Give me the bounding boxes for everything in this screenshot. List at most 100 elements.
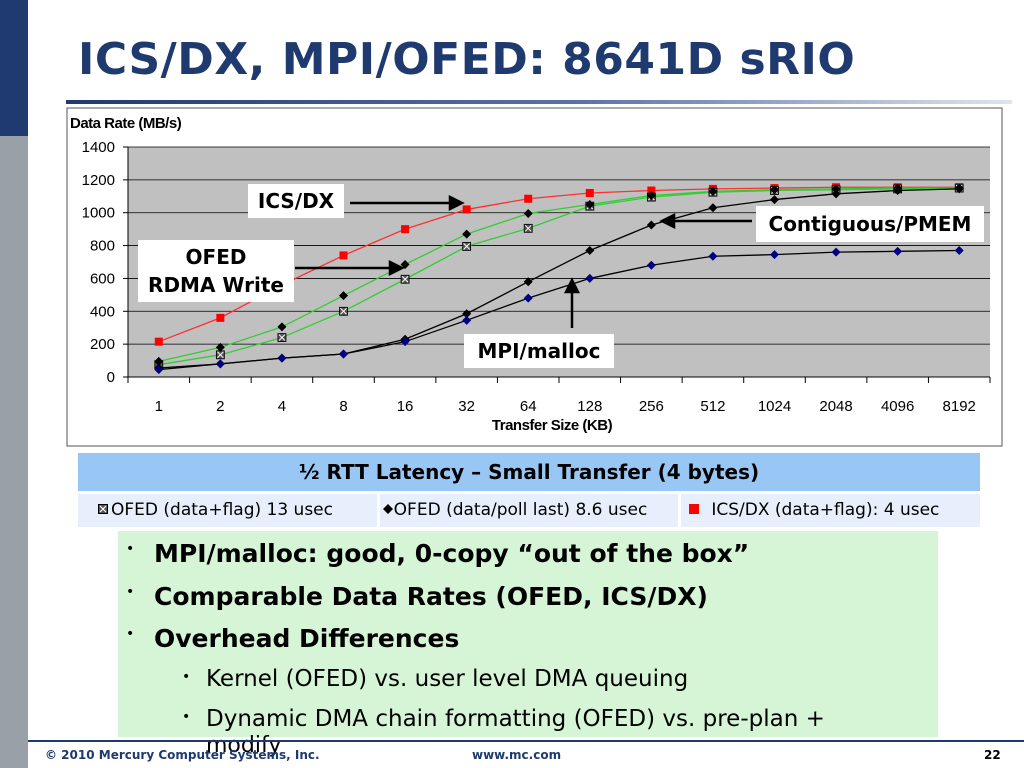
data-point: [154, 365, 164, 375]
data-point: [339, 349, 348, 359]
x-tick-label: 32: [458, 398, 475, 415]
data-point: [646, 190, 656, 200]
data-point: [523, 223, 533, 233]
y-tick-label: 200: [90, 336, 115, 353]
data-point: [339, 306, 348, 316]
y-tick-label: 0: [107, 369, 115, 386]
diamond-marker-icon: [382, 504, 393, 514]
footer-rule: [28, 740, 1024, 742]
bullet-level1: Overhead Differences: [154, 624, 460, 653]
data-point: [708, 203, 718, 213]
callout-ofed-line1: OFED: [185, 245, 247, 269]
x-tick-label: 512: [700, 398, 725, 415]
data-point: [893, 246, 903, 256]
marker-x: [401, 275, 409, 283]
data-point: [523, 293, 533, 303]
data-point: [646, 260, 656, 270]
data-point: [585, 273, 595, 283]
bullet-dot: •: [182, 709, 191, 725]
latency-label: OFED (data+flag) 13 usec: [111, 500, 333, 520]
sidebar-accent-top: [0, 0, 28, 136]
data-point: [154, 337, 163, 346]
data-point: [647, 186, 656, 195]
series-line: [158, 187, 960, 363]
bullet-level2: Kernel (OFED) vs. user level DMA queuing: [206, 666, 689, 692]
data-point: [277, 322, 287, 332]
x-tick-label: 128: [577, 398, 602, 415]
x-tick-label: 8: [339, 398, 347, 415]
x-tick-label: 4096: [881, 398, 914, 415]
bullet-level2: Dynamic DMA chain formatting (OFED) vs. …: [206, 706, 825, 732]
data-point: [339, 291, 348, 301]
bullet-dot: •: [126, 626, 135, 642]
marker-x: [278, 334, 286, 341]
data-point: [831, 189, 841, 199]
data-point: [770, 250, 779, 260]
data-point: [523, 277, 533, 287]
square-x-marker-icon: [98, 504, 108, 514]
x-tick-label: 16: [397, 398, 414, 415]
contig-arrowhead: [659, 212, 676, 230]
marker-x: [524, 224, 532, 232]
data-point: [400, 274, 410, 284]
callout-mpi: MPI/malloc: [464, 334, 614, 368]
series-line: [158, 249, 960, 371]
x-tick-label: 256: [639, 398, 664, 415]
data-point: [646, 220, 656, 230]
bullet-level1: Comparable Data Rates (OFED, ICS/DX): [154, 582, 708, 611]
y-tick-label: 1400: [82, 139, 115, 156]
data-point: [215, 342, 225, 352]
bullet-level2-continued: modify: [206, 733, 282, 758]
y-tick-labels: 0 200 400 600 800 1000 1200 1400: [82, 139, 115, 386]
data-point: [462, 309, 472, 319]
data-point: [462, 241, 472, 251]
x-tick-label: 8192: [943, 398, 976, 415]
data-point: [585, 189, 594, 197]
x-tick-marks: [127, 377, 991, 383]
latency-cell-icsdx: ICS/DX (data+flag): 4 usec: [681, 494, 981, 527]
data-point: [215, 359, 225, 369]
latency-cell-ofed-poll: OFED (data/poll last) 8.6 usec: [379, 494, 679, 527]
marker-x: [217, 351, 224, 359]
data-point: [400, 337, 410, 347]
bullet-level1: MPI/malloc: good, 0-copy “out of the box…: [154, 539, 750, 568]
data-point: [277, 353, 287, 363]
footer-url: www.mc.com: [472, 748, 562, 762]
data-point: [770, 185, 779, 195]
y-tick-label: 1000: [82, 205, 115, 222]
data-point: [585, 200, 595, 209]
series-line: [158, 187, 960, 366]
y-axis-label: Data Rate (MB/s): [70, 115, 182, 132]
data-point: [954, 246, 964, 255]
data-point: [277, 333, 287, 342]
data-point: [708, 251, 718, 261]
y-tick-label: 400: [90, 303, 115, 320]
data-point: [215, 350, 225, 360]
callout-ofed: OFED RDMA Write: [138, 240, 294, 302]
callout-arrows: [295, 194, 752, 328]
data-point: [770, 195, 779, 205]
x-tick-label: 1024: [758, 398, 791, 415]
data-point: [462, 205, 471, 214]
y-tick-label: 800: [90, 238, 115, 255]
data-point: [831, 247, 841, 257]
latency-cell-ofed-flag: OFED (data+flag) 13 usec: [78, 494, 377, 527]
x-tick-label: 2048: [819, 398, 852, 415]
data-point: [831, 184, 841, 194]
data-point: [401, 225, 410, 234]
x-tick-label: 64: [520, 398, 537, 415]
icsdx-arrowhead: [448, 194, 465, 212]
slide-title: ICS/DX, MPI/OFED: 8641D sRIO: [78, 34, 856, 85]
red-square-marker-icon: [689, 504, 700, 514]
bullet-dot: •: [126, 541, 135, 557]
x-tick-label: 1: [155, 398, 163, 415]
marker-x: [463, 243, 470, 250]
footer-copyright: © 2010 Mercury Computer Systems, Inc.: [45, 748, 320, 762]
latency-table-title: ½ RTT Latency – Small Transfer (4 bytes): [78, 453, 980, 491]
title-underline: [66, 100, 1012, 104]
series-group: [154, 183, 964, 375]
y-tick-label: 600: [90, 270, 115, 287]
mpi-arrowhead: [563, 277, 581, 294]
page-number: 22: [984, 748, 1001, 762]
x-tick-label: 2: [216, 398, 224, 415]
